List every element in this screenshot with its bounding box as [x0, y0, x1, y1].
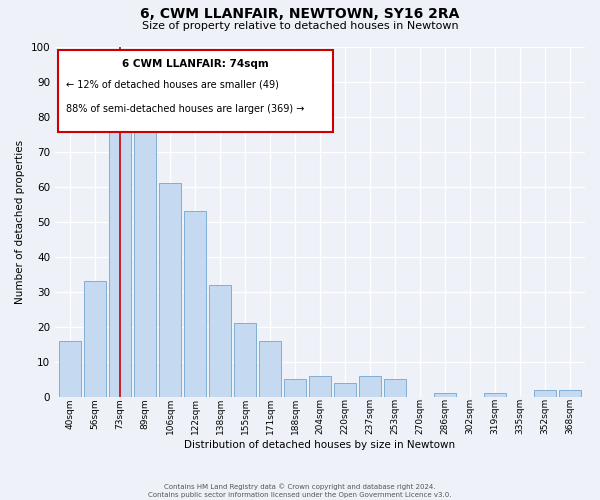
Bar	[359, 376, 380, 396]
Bar	[235, 323, 256, 396]
Bar	[209, 284, 230, 397]
Bar	[484, 393, 506, 396]
Bar	[259, 340, 281, 396]
Text: 88% of semi-detached houses are larger (369) →: 88% of semi-detached houses are larger (…	[65, 104, 304, 115]
FancyBboxPatch shape	[58, 50, 333, 132]
Bar	[535, 390, 556, 396]
Bar	[559, 390, 581, 396]
Text: ← 12% of detached houses are smaller (49): ← 12% of detached houses are smaller (49…	[65, 80, 278, 90]
Bar	[310, 376, 331, 396]
Y-axis label: Number of detached properties: Number of detached properties	[15, 140, 25, 304]
Bar	[184, 211, 206, 396]
Bar	[160, 183, 181, 396]
Bar	[85, 281, 106, 396]
Bar	[59, 340, 80, 396]
Text: 6 CWM LLANFAIR: 74sqm: 6 CWM LLANFAIR: 74sqm	[122, 59, 269, 69]
Text: 6, CWM LLANFAIR, NEWTOWN, SY16 2RA: 6, CWM LLANFAIR, NEWTOWN, SY16 2RA	[140, 8, 460, 22]
Bar	[109, 127, 131, 396]
X-axis label: Distribution of detached houses by size in Newtown: Distribution of detached houses by size …	[184, 440, 455, 450]
Bar	[134, 124, 155, 396]
Bar	[284, 379, 305, 396]
Text: Size of property relative to detached houses in Newtown: Size of property relative to detached ho…	[142, 21, 458, 31]
Bar	[385, 379, 406, 396]
Bar	[334, 382, 356, 396]
Text: Contains HM Land Registry data © Crown copyright and database right 2024.
Contai: Contains HM Land Registry data © Crown c…	[148, 483, 452, 498]
Bar	[434, 393, 455, 396]
